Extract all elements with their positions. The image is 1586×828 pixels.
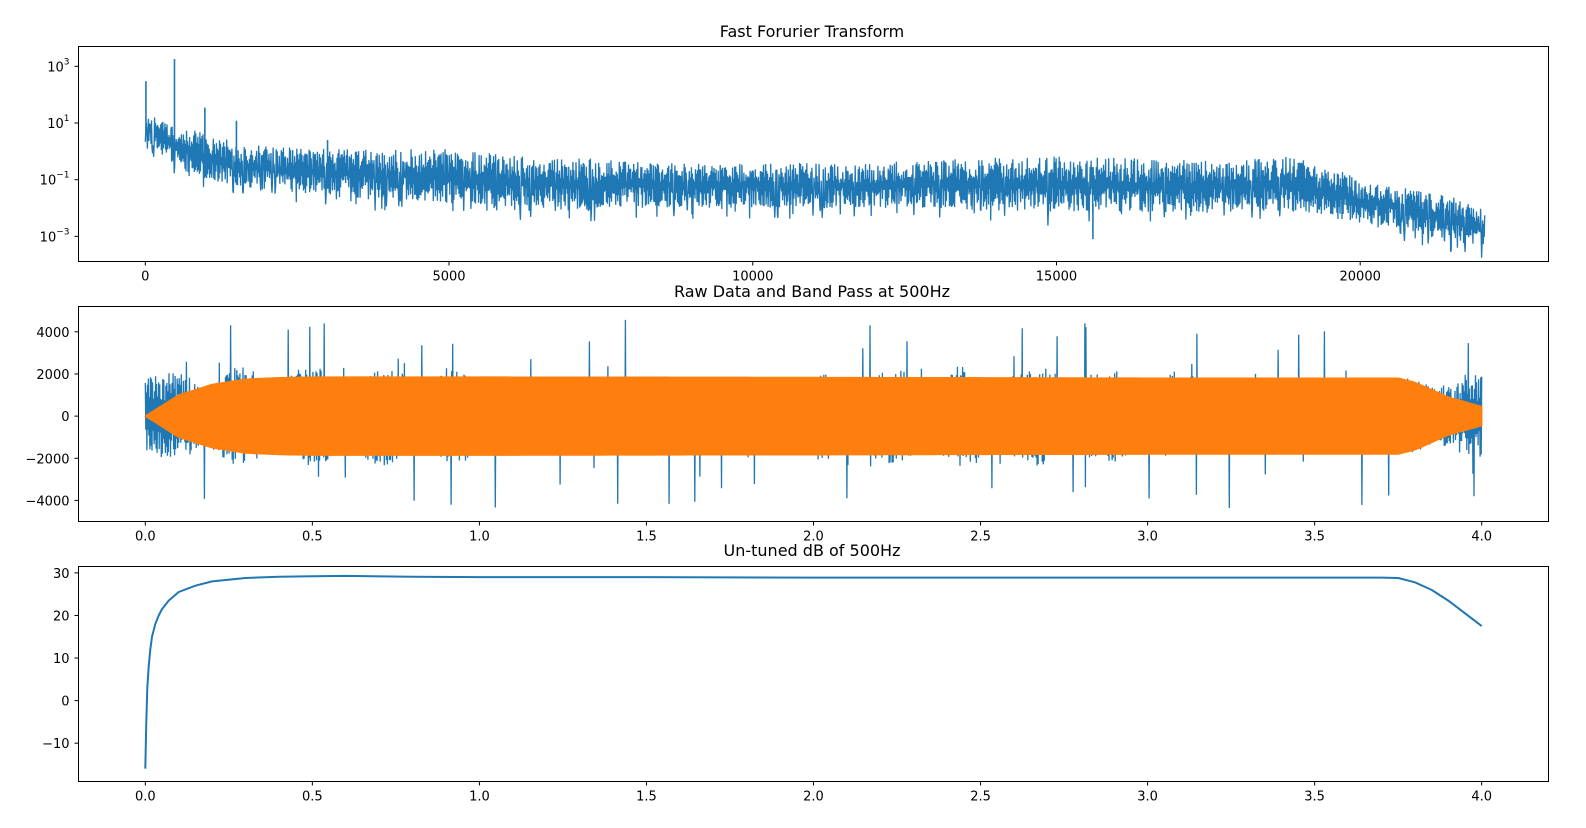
- y-tick-label: −2000: [26, 452, 70, 467]
- raw-bandpass-y-ticks: −4000 −2000 0 2000 4000: [26, 326, 79, 509]
- y-tick-exponent: 3: [64, 57, 70, 67]
- db-line: [144, 574, 1483, 769]
- y-tick-base: 10: [47, 117, 64, 132]
- y-tick-label: 10: [53, 652, 70, 667]
- raw-bandpass-title: Raw Data and Band Pass at 500Hz: [674, 282, 950, 301]
- fft-panel: Fast Forurier Transform 0 5000 10000 15000 2…: [40, 22, 1549, 285]
- x-tick-label: 20000: [1340, 270, 1381, 285]
- x-tick-label: 2.5: [970, 790, 991, 805]
- x-tick-label: 10000: [732, 270, 773, 285]
- x-tick-label: 3.0: [1137, 530, 1158, 545]
- x-tick-label: 4.0: [1471, 790, 1492, 805]
- y-tick-label: 10−3: [40, 227, 70, 245]
- x-tick-label: 2.5: [970, 530, 991, 545]
- x-tick-label: 0: [141, 270, 149, 285]
- y-tick-label: 2000: [36, 368, 69, 383]
- fft-x-ticks: 0 5000 10000 15000 20000: [141, 261, 1381, 285]
- raw-bandpass-plot-area: [143, 319, 1483, 509]
- x-tick-label: 1.0: [469, 530, 490, 545]
- db-title: Un-tuned dB of 500Hz: [724, 541, 901, 560]
- y-tick-label: 10−1: [40, 171, 70, 189]
- x-tick-label: 3.5: [1304, 790, 1325, 805]
- y-tick-base: 10: [47, 60, 64, 75]
- y-tick-label: −4000: [26, 494, 70, 509]
- x-tick-label: 4.0: [1471, 530, 1492, 545]
- x-tick-label: 1.5: [636, 530, 657, 545]
- y-tick-label: 4000: [36, 326, 69, 341]
- x-tick-label: 5000: [432, 270, 465, 285]
- db-x-ticks: 0.0 0.5 1.0 1.5 2.0 2.5 3.0 3.5 4.0: [135, 781, 1492, 805]
- fft-axes-frame: [78, 46, 1549, 262]
- band-pass-envelope: [143, 376, 1483, 456]
- x-tick-label: 3.0: [1137, 790, 1158, 805]
- y-tick-exponent: −3: [56, 227, 69, 237]
- fft-spectrum-line: [144, 117, 1486, 258]
- y-tick-label: 0: [61, 695, 69, 710]
- db-panel: Un-tuned dB of 500Hz 0.0 0.5 1.0 1.5 2.0 2.5 3…: [42, 541, 1549, 805]
- y-tick-label: −10: [42, 737, 69, 752]
- raw-bandpass-x-ticks: 0.0 0.5 1.0 1.5 2.0 2.5 3.0 3.5 4.0: [135, 521, 1492, 545]
- y-tick-exponent: −1: [56, 171, 69, 181]
- x-tick-label: 1.5: [636, 790, 657, 805]
- x-tick-label: 3.5: [1304, 530, 1325, 545]
- y-tick-base: 10: [40, 174, 57, 189]
- fft-plot-area: [144, 59, 1486, 258]
- y-tick-label: 103: [47, 57, 69, 75]
- y-tick-label: 101: [47, 114, 69, 132]
- db-plot-area: [144, 574, 1483, 769]
- fft-title: Fast Forurier Transform: [720, 22, 905, 41]
- db-y-ticks: −10 0 10 20 30: [42, 567, 79, 752]
- x-tick-label: 15000: [1036, 270, 1077, 285]
- x-tick-label: 0.0: [135, 530, 156, 545]
- x-tick-label: 0.5: [302, 790, 323, 805]
- raw-bandpass-panel: Raw Data and Band Pass at 500Hz 0.0 0.5 1.…: [26, 282, 1549, 545]
- y-tick-label: 20: [53, 609, 70, 624]
- x-tick-label: 1.0: [469, 790, 490, 805]
- db-axes-frame: [78, 566, 1549, 782]
- x-tick-label: 0.5: [302, 530, 323, 545]
- raw-bandpass-axes-frame: [78, 306, 1549, 522]
- y-tick-base: 10: [40, 230, 57, 245]
- y-tick-label: 30: [53, 567, 70, 582]
- x-tick-label: 2.0: [803, 530, 824, 545]
- x-tick-label: 0.0: [135, 790, 156, 805]
- y-tick-exponent: 1: [64, 114, 70, 124]
- x-tick-label: 2.0: [803, 790, 824, 805]
- y-tick-label: 0: [61, 410, 69, 425]
